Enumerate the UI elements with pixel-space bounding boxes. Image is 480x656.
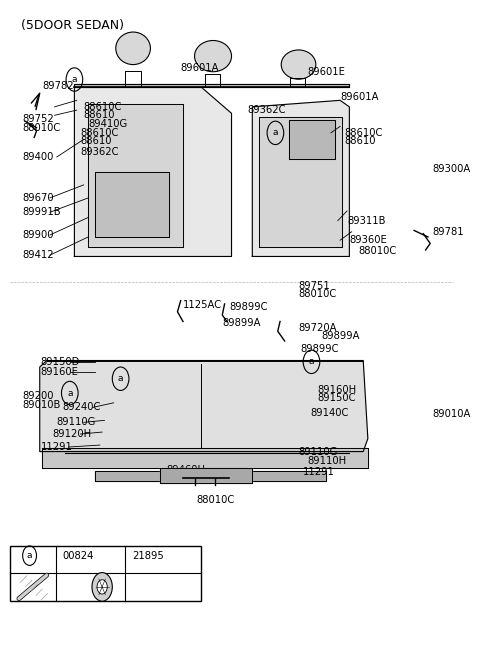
Text: 89110G: 89110G bbox=[56, 417, 96, 427]
Text: 88610: 88610 bbox=[345, 136, 376, 146]
Polygon shape bbox=[74, 87, 231, 256]
Text: a: a bbox=[309, 358, 314, 366]
Text: 89412: 89412 bbox=[22, 250, 54, 260]
Text: 89200: 89200 bbox=[22, 391, 54, 401]
Polygon shape bbox=[95, 471, 326, 481]
Text: 89899C: 89899C bbox=[229, 302, 268, 312]
Text: 89140C: 89140C bbox=[310, 407, 348, 418]
Polygon shape bbox=[289, 120, 336, 159]
Text: 89300A: 89300A bbox=[432, 163, 471, 174]
Text: 1125AC: 1125AC bbox=[183, 300, 222, 310]
Circle shape bbox=[97, 580, 107, 594]
Polygon shape bbox=[252, 100, 349, 256]
Text: 88610C: 88610C bbox=[345, 128, 383, 138]
Text: 88010C: 88010C bbox=[197, 495, 235, 505]
Polygon shape bbox=[160, 468, 252, 483]
Circle shape bbox=[92, 573, 112, 601]
Text: 89601A: 89601A bbox=[340, 92, 379, 102]
Text: 89720A: 89720A bbox=[299, 323, 337, 333]
Ellipse shape bbox=[281, 50, 316, 79]
Text: 89751: 89751 bbox=[299, 281, 330, 291]
Text: 89899A: 89899A bbox=[322, 331, 360, 341]
Polygon shape bbox=[88, 104, 183, 247]
Text: 21895: 21895 bbox=[132, 550, 164, 561]
Text: 89150C: 89150C bbox=[317, 393, 356, 403]
Text: 89311B: 89311B bbox=[347, 216, 385, 226]
Text: 89991B: 89991B bbox=[22, 207, 61, 217]
Polygon shape bbox=[259, 117, 342, 247]
Ellipse shape bbox=[194, 41, 231, 72]
Polygon shape bbox=[40, 361, 368, 451]
Text: a: a bbox=[118, 374, 123, 383]
Text: 88010C: 88010C bbox=[299, 289, 337, 298]
Polygon shape bbox=[95, 172, 169, 237]
Text: 00824: 00824 bbox=[63, 550, 94, 561]
Bar bbox=[10, 546, 202, 601]
Text: (5DOOR SEDAN): (5DOOR SEDAN) bbox=[21, 19, 124, 32]
Text: 89110H: 89110H bbox=[308, 457, 347, 466]
Text: a: a bbox=[72, 75, 77, 84]
Text: 89601E: 89601E bbox=[308, 68, 346, 77]
Ellipse shape bbox=[116, 32, 150, 64]
Text: 89360E: 89360E bbox=[349, 236, 387, 245]
Text: 89410G: 89410G bbox=[88, 119, 128, 129]
Text: 89900: 89900 bbox=[22, 230, 54, 240]
Text: a: a bbox=[27, 551, 32, 560]
Text: 89781: 89781 bbox=[432, 227, 464, 237]
Text: 88010C: 88010C bbox=[22, 123, 60, 133]
Text: 88610C: 88610C bbox=[81, 128, 119, 138]
Text: 11291: 11291 bbox=[303, 467, 335, 478]
Text: a: a bbox=[273, 129, 278, 137]
Text: 89160H: 89160H bbox=[317, 385, 356, 395]
Text: 89782: 89782 bbox=[42, 81, 74, 91]
Text: 89899A: 89899A bbox=[222, 318, 261, 328]
Text: 89460H: 89460H bbox=[167, 465, 206, 475]
Text: 89110G: 89110G bbox=[299, 447, 338, 457]
Text: 88610: 88610 bbox=[81, 136, 112, 146]
Text: 89010B: 89010B bbox=[22, 400, 60, 410]
Polygon shape bbox=[42, 448, 368, 468]
Text: 89752: 89752 bbox=[22, 114, 54, 124]
Text: 89400: 89400 bbox=[22, 152, 54, 162]
Text: 89160E: 89160E bbox=[41, 367, 79, 377]
Text: 89362C: 89362C bbox=[81, 148, 119, 157]
Polygon shape bbox=[74, 84, 349, 87]
Text: 89362C: 89362C bbox=[248, 105, 286, 115]
Text: 89150D: 89150D bbox=[41, 357, 80, 367]
Text: 88010C: 88010C bbox=[359, 246, 397, 256]
Text: a: a bbox=[67, 388, 72, 398]
Text: 89120H: 89120H bbox=[53, 429, 92, 439]
Text: 89670: 89670 bbox=[22, 193, 54, 203]
Text: 89601A: 89601A bbox=[180, 63, 219, 73]
Text: 88610C: 88610C bbox=[84, 102, 122, 112]
Text: 89240C: 89240C bbox=[63, 402, 101, 413]
Text: 11291: 11291 bbox=[41, 442, 72, 452]
Text: 89010A: 89010A bbox=[432, 409, 471, 419]
Text: 88610: 88610 bbox=[84, 110, 115, 120]
Text: 89899C: 89899C bbox=[301, 344, 339, 354]
